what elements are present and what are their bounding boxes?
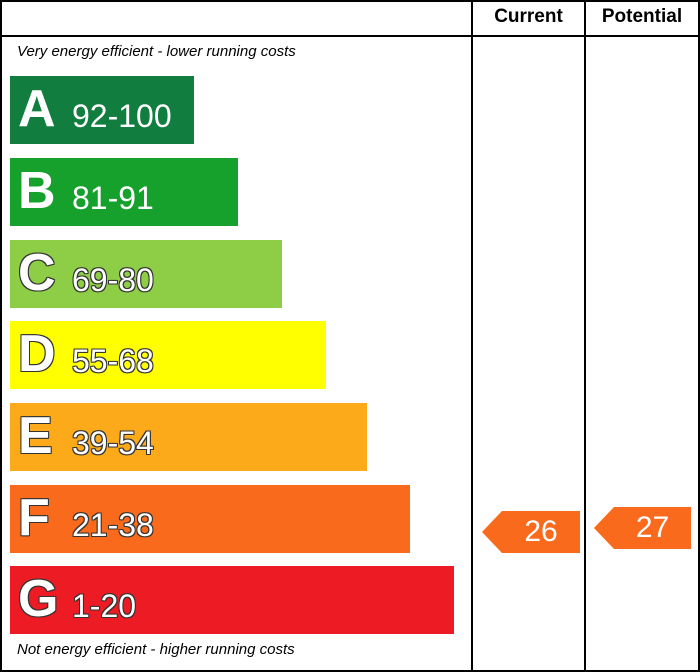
band-letter: D (18, 325, 56, 383)
band-letter: B (18, 162, 56, 220)
band-letter: C (18, 244, 56, 302)
band-f: F 21-38 (10, 485, 410, 553)
band-range: 1-20 (72, 588, 137, 624)
band-letter: E (18, 407, 53, 465)
current-arrow-shape (482, 511, 580, 553)
potential-arrow-shape (594, 507, 691, 549)
band-range: 39-54 (72, 425, 154, 461)
bottom-note: Not energy efficient - higher running co… (17, 641, 295, 658)
potential-column-header: Potential (601, 6, 683, 27)
band-g: G 1-20 (10, 566, 454, 634)
band-letter: F (18, 489, 50, 547)
current-rating-value: 26 (524, 515, 558, 548)
band-c: C 69-80 (10, 240, 282, 308)
band-range: 21-38 (72, 507, 154, 543)
band-letter: A (18, 80, 56, 138)
top-note: Very energy efficient - lower running co… (17, 43, 296, 60)
band-range: 69-80 (72, 262, 154, 298)
band-letter: G (18, 570, 59, 628)
potential-rating-marker: 27 (594, 507, 691, 549)
band-d: D 55-68 (10, 321, 326, 389)
band-range: 55-68 (72, 343, 154, 379)
current-rating-marker: 26 (482, 511, 580, 553)
band-range: 92-100 (72, 98, 172, 134)
band-range: 81-91 (72, 180, 154, 216)
band-a: A 92-100 (10, 76, 194, 144)
band-b: B 81-91 (10, 158, 238, 226)
band-e: E 39-54 (10, 403, 367, 471)
current-column-header: Current (494, 6, 563, 27)
potential-rating-value: 27 (635, 511, 670, 544)
